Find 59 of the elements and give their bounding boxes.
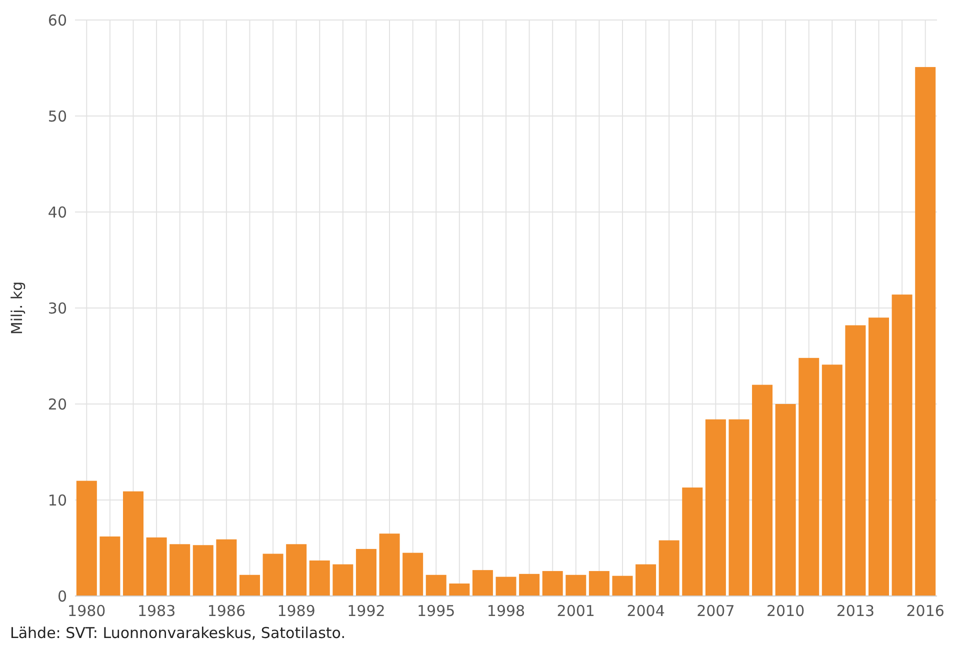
- bar: [845, 325, 866, 596]
- bar: [566, 574, 586, 596]
- bar: [449, 584, 470, 596]
- y-tick-label: 0: [57, 587, 67, 606]
- x-tick-label: 2013: [836, 602, 875, 620]
- bar: [426, 574, 446, 596]
- x-tick-label: 2010: [766, 602, 805, 620]
- bar: [658, 540, 680, 596]
- x-tick-label: 1995: [417, 602, 456, 620]
- bar: [286, 544, 307, 596]
- x-tick-label: 1989: [277, 602, 316, 620]
- x-tick-label: 1983: [137, 602, 176, 620]
- bar: [636, 564, 656, 596]
- bar: [519, 574, 540, 596]
- x-tick-label: 2016: [906, 602, 944, 620]
- bar: [192, 545, 214, 596]
- bar: [76, 480, 97, 596]
- bar: [100, 536, 120, 596]
- y-tick-label: 50: [48, 107, 67, 126]
- bar: [542, 571, 563, 596]
- bar: [752, 384, 773, 596]
- y-tick-label: 30: [48, 299, 67, 318]
- y-axis-title: Milj. kg: [8, 281, 26, 335]
- x-tick-label: 1980: [68, 602, 106, 620]
- bar: [402, 552, 424, 596]
- bar: [356, 548, 376, 596]
- bar: [122, 491, 144, 596]
- bar: [682, 488, 703, 596]
- x-tick-label: 2007: [696, 602, 735, 620]
- bar: [798, 358, 820, 596]
- text: Lähde: SVT: Luonnonvarakeskus, Satotilasto.: [10, 624, 346, 642]
- x-tick-label: 1992: [347, 602, 386, 620]
- bar: [309, 560, 330, 596]
- bar: [379, 534, 400, 596]
- bar: [262, 554, 284, 596]
- bar: [146, 537, 167, 596]
- bar: [216, 539, 237, 596]
- y-tick-label: 40: [48, 203, 67, 222]
- bar: [705, 419, 726, 596]
- bar: [775, 404, 796, 596]
- y-tick-label: 20: [48, 395, 67, 414]
- bar: [472, 570, 493, 596]
- y-tick-label: 10: [48, 491, 67, 510]
- y-tick-label: 60: [48, 11, 67, 30]
- bar: [822, 364, 842, 596]
- bar: [612, 576, 633, 596]
- bar: [892, 294, 912, 596]
- bar: [332, 564, 354, 596]
- bar: [588, 571, 610, 596]
- x-tick-label: 2004: [626, 602, 665, 620]
- bar: [170, 544, 190, 596]
- bar: [868, 318, 890, 596]
- bar: [496, 576, 516, 596]
- bar: [915, 67, 936, 596]
- x-tick-label: 1998: [486, 602, 526, 620]
- bar: [239, 574, 260, 596]
- bar: [728, 419, 750, 596]
- x-tick-label: 1986: [207, 602, 246, 620]
- x-tick-label: 2001: [556, 602, 595, 620]
